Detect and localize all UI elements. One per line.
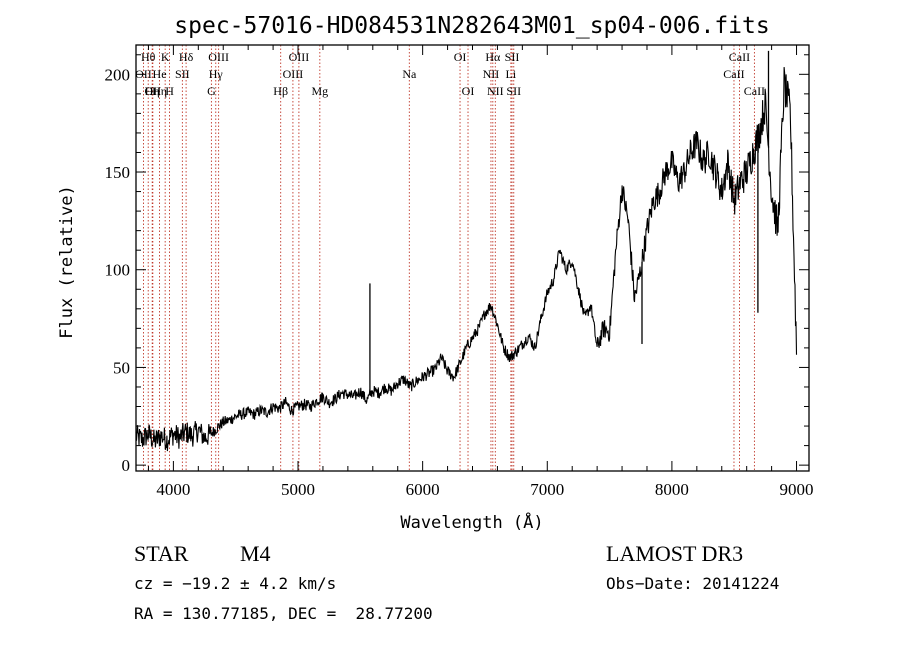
subclass: M4 [240, 541, 271, 566]
y-axis-label: Flux (relative) [57, 185, 77, 339]
x-tick-label: 6000 [406, 480, 440, 499]
line-label: OIII [208, 50, 229, 64]
line-label: CaII [744, 84, 765, 98]
spectrum-spikes [369, 50, 770, 396]
line-label: K [161, 50, 170, 64]
redshift-cz: cz = −19.2 ± 4.2 km/s [134, 574, 336, 593]
y-tick-label: 0 [122, 456, 131, 475]
line-label: SII [175, 67, 190, 81]
survey-name: LAMOST DR3 [606, 541, 743, 566]
spectrum-line [135, 67, 798, 452]
chart-title: spec-57016-HD084531N282643M01_sp04-006.f… [174, 13, 769, 39]
line-label: OIII [289, 50, 310, 64]
y-tick-label: 150 [105, 163, 131, 182]
line-label: Hγ [209, 67, 224, 81]
line-label: He [153, 67, 167, 81]
line-label: CaII [729, 50, 750, 64]
line-label: Li [506, 67, 517, 81]
observation-date: Obs−Date: 20141224 [606, 574, 779, 593]
line-label: CaII [723, 67, 744, 81]
line-label: OI [462, 84, 475, 98]
line-label: SII [506, 84, 521, 98]
line-label: OI [454, 50, 467, 64]
line-label: Hβ [273, 84, 288, 98]
y-tick-label: 50 [113, 358, 130, 377]
y-axis-ticks: 0 50 100 150 200 [105, 54, 809, 475]
x-tick-label: 5000 [281, 480, 315, 499]
line-label: H [165, 84, 174, 98]
line-label: NII [483, 67, 500, 81]
x-axis-label: Wavelength (Å) [400, 511, 543, 533]
line-label: Hα [485, 50, 501, 64]
line-label: Hη [145, 84, 160, 98]
spectral-line-markers [143, 45, 755, 471]
line-label: Hη [152, 84, 167, 98]
line-label: Hδ [179, 50, 194, 64]
line-label: NII [487, 84, 504, 98]
line-label: Hθ [141, 50, 156, 64]
x-tick-label: 7000 [530, 480, 564, 499]
x-tick-label: 8000 [655, 480, 689, 499]
y-tick-label: 100 [105, 261, 131, 280]
line-label: Na [402, 67, 417, 81]
object-class: STAR [134, 541, 189, 566]
coordinates: RA = 130.77185, DEC = 28.77200 [134, 604, 433, 623]
y-tick-label: 200 [105, 65, 131, 84]
line-label: SII [505, 50, 520, 64]
line-label: OII [144, 84, 161, 98]
x-tick-label: 4000 [156, 480, 190, 499]
plot-frame [135, 44, 810, 472]
line-label: OIII [283, 67, 304, 81]
x-axis-ticks: 4000 5000 6000 7000 8000 9000 [147, 45, 814, 499]
line-label: G [207, 84, 216, 98]
x-tick-label: 9000 [780, 480, 814, 499]
line-label: Mg [311, 84, 328, 98]
